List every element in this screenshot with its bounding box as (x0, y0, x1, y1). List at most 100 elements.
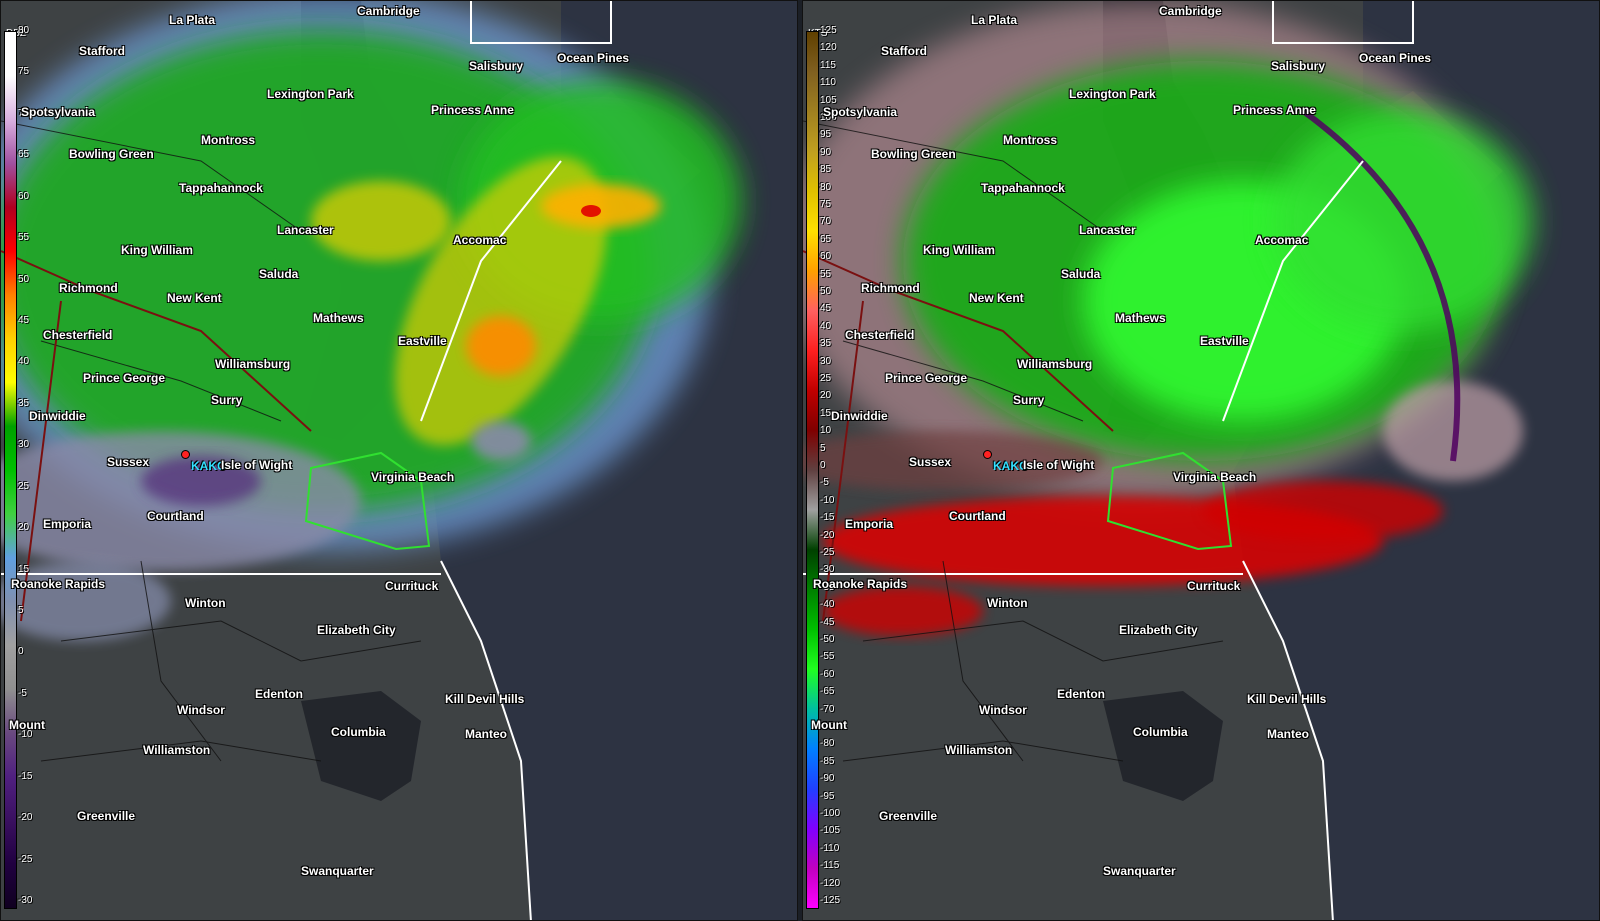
reflectivity-city-label: Williamston (143, 743, 211, 757)
reflectivity-scale-tick: 65 (18, 149, 30, 161)
velocity-scale-tick: 95 (820, 129, 832, 141)
velocity-scale-tick: 25 (820, 373, 832, 384)
reflectivity-map (1, 1, 797, 920)
reflectivity-scale-tick: -5 (18, 687, 27, 699)
reflectivity-city-label: Cambridge (357, 4, 420, 18)
velocity-scale-tick: -100 (820, 808, 841, 819)
velocity-city-label: Courtland (949, 509, 1006, 523)
velocity-scale-tick: -65 (820, 686, 835, 698)
velocity-scale: KTS 125120115110105100959085807570656055… (803, 23, 840, 909)
velocity-color-bar (806, 31, 819, 909)
reflectivity-city-label: New Kent (167, 291, 222, 305)
reflectivity-city-label: Eastville (398, 334, 447, 348)
reflectivity-city-label: Courtland (147, 509, 204, 523)
velocity-scale-tick: -105 (820, 825, 841, 837)
velocity-scale-tick: 15 (820, 407, 832, 419)
reflectivity-scale-tick: 60 (18, 190, 30, 202)
reflectivity-city-label: Lancaster (277, 223, 334, 237)
velocity-city-label: Chesterfield (845, 328, 915, 342)
reflectivity-scale-tick: 5 (18, 605, 24, 616)
velocity-city-label: Richmond (861, 281, 920, 295)
velocity-scale-tick: 30 (820, 355, 832, 367)
state-borders (803, 1, 1414, 920)
reflectivity-city-label: Saluda (259, 267, 299, 281)
velocity-scale-tick: 10 (820, 425, 832, 437)
velocity-scale-tick: 50 (820, 286, 832, 297)
velocity-city-label: Lancaster (1079, 223, 1136, 237)
station-label: KAKO (993, 459, 1029, 473)
reflectivity-city-label: Roanoke Rapids (11, 577, 106, 591)
reflectivity-city-label: Montross (201, 133, 255, 147)
velocity-scale-tick: 70 (820, 216, 832, 228)
reflectivity-city-label: Mount (9, 718, 45, 732)
velocity-scale-tick: -95 (820, 790, 835, 802)
velocity-scale-tick: -20 (820, 529, 835, 541)
velocity-scale-tick: 55 (820, 268, 832, 280)
county-lines (1, 120, 422, 762)
reflectivity-scale-tick: -15 (18, 770, 33, 782)
reflectivity-city-label: Windsor (177, 703, 225, 717)
velocity-scale-tick: -50 (820, 634, 835, 645)
reflectivity-city-label: Isle of Wight (221, 458, 293, 472)
reflectivity-scale-tick: 75 (18, 66, 30, 78)
station-marker (983, 450, 992, 459)
velocity-city-label: Lexington Park (1069, 87, 1156, 101)
county-lines (803, 120, 1224, 762)
velocity-city-label: Bowling Green (871, 147, 956, 161)
velocity-scale-tick: 115 (820, 59, 836, 71)
velocity-scale-tick: 105 (820, 94, 837, 106)
reflectivity-city-label: Salisbury (469, 59, 524, 73)
reflectivity-scale-tick: 15 (18, 563, 30, 575)
reflectivity-scale-tick: 20 (18, 522, 30, 534)
velocity-scale-tick: -55 (820, 651, 835, 663)
velocity-city-label: New Kent (969, 291, 1024, 305)
albemarle-sound (301, 691, 421, 801)
reflectivity-scale-tick: 50 (18, 273, 30, 285)
velocity-echoes (803, 1, 1533, 636)
reflectivity-city-label: Bowling Green (69, 147, 154, 161)
velocity-city-label: Elizabeth City (1119, 623, 1198, 637)
velocity-scale-tick: -25 (820, 547, 835, 558)
velocity-scale-tick: -60 (820, 668, 835, 680)
velocity-scale-tick: 85 (820, 164, 832, 176)
velocity-scale-tick: 80 (820, 181, 832, 193)
velocity-scale-tick: -5 (820, 477, 829, 489)
velocity-scale-tick: 125 (820, 25, 837, 36)
reflectivity-city-label: Columbia (331, 725, 386, 739)
velocity-city-label: Isle of Wight (1023, 458, 1095, 472)
velocity-scale-tick: 100 (820, 112, 837, 123)
velocity-scale-tick: 45 (820, 303, 832, 315)
velocity-scale-tick: -40 (820, 599, 835, 611)
velocity-city-label: Mount (811, 718, 847, 732)
velocity-scale-tick: 90 (820, 146, 832, 158)
velocity-city-label: Eastville (1200, 334, 1249, 348)
reflectivity-scale-tick: 70 (18, 107, 30, 119)
reflectivity-city-label: Emporia (43, 517, 92, 531)
reflectivity-echoes (1, 1, 741, 641)
velocity-scale-tick: -85 (820, 755, 835, 767)
velocity-city-label: Kill Devil Hills (1247, 692, 1327, 706)
reflectivity-city-label: Sussex (107, 455, 150, 469)
reflectivity-city-label: Surry (211, 393, 243, 407)
velocity-scale-tick: 35 (820, 338, 832, 350)
station-marker (181, 450, 190, 459)
velocity-scale-tick: 20 (820, 390, 832, 402)
velocity-city-label: Windsor (979, 703, 1027, 717)
reflectivity-city-label: La Plata (169, 13, 216, 27)
velocity-scale-tick: -120 (820, 877, 841, 889)
velocity-city-label: Winton (987, 596, 1028, 610)
velocity-scale-tick: -90 (820, 773, 835, 785)
reflectivity-city-label: Chesterfield (43, 328, 113, 342)
velocity-city-label: Montross (1003, 133, 1057, 147)
reflectivity-city-label: Stafford (79, 44, 125, 58)
reflectivity-city-label: Mathews (313, 311, 364, 325)
reflectivity-scale: DBZ 807570656055504540353025201550-5-10-… (1, 23, 32, 909)
velocity-city-label: Columbia (1133, 725, 1188, 739)
reflectivity-scale-tick: 55 (18, 232, 30, 244)
velocity-city-label: Williamsburg (1017, 357, 1093, 371)
warning-polygon (1106, 451, 1233, 551)
velocity-city-label: Stafford (881, 44, 927, 58)
velocity-map (803, 1, 1599, 920)
velocity-city-label: Sussex (909, 455, 952, 469)
interstates (1, 250, 312, 622)
